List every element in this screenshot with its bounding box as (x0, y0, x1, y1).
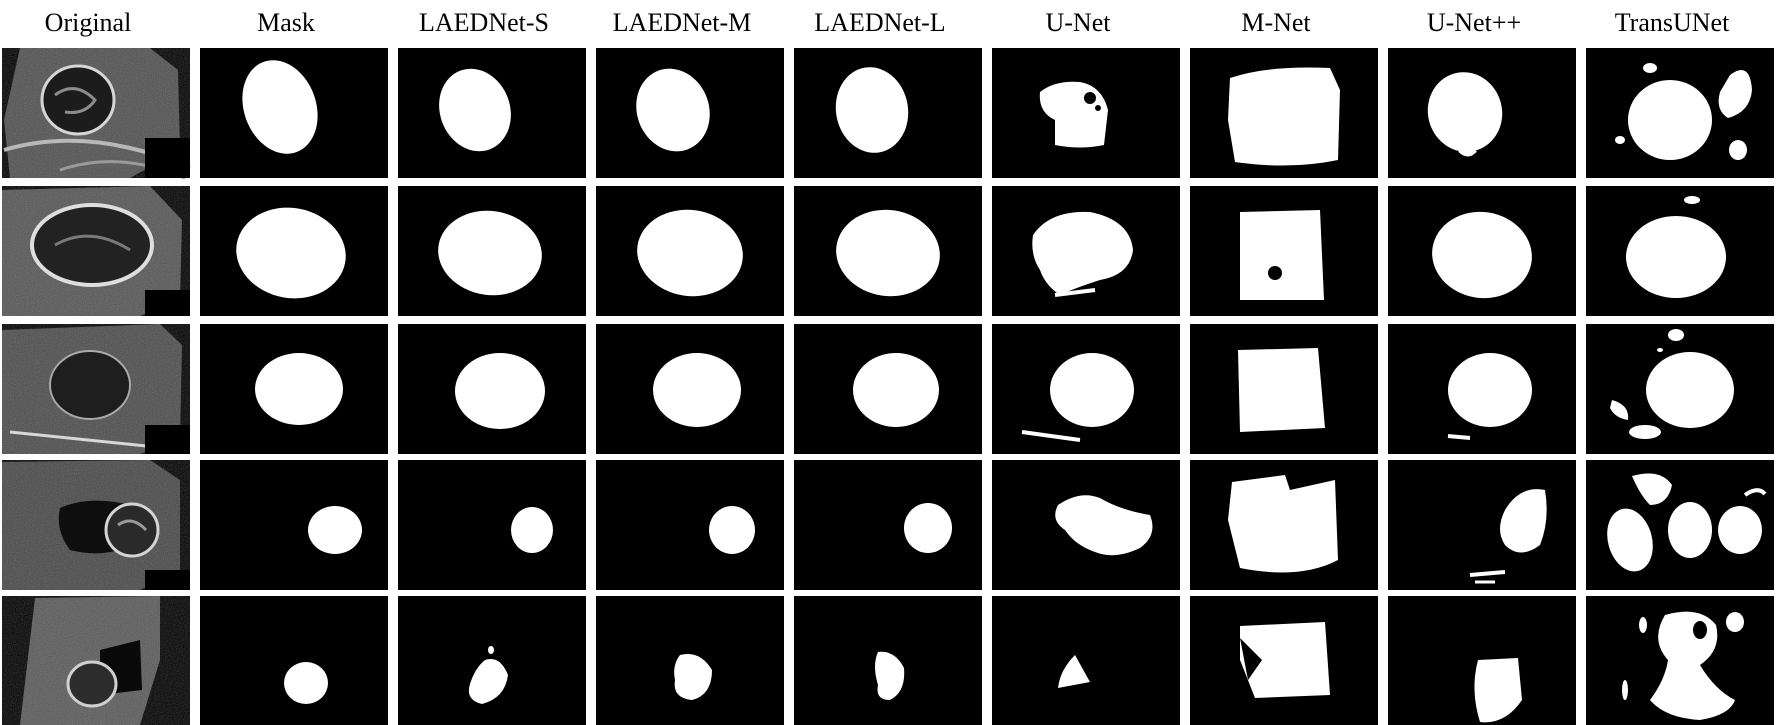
laednet-l-row-3 (794, 324, 982, 454)
column-header-row: Original Mask LAEDNet-S LAEDNet-M LAEDNe… (0, 0, 1779, 48)
column-header-laednet-l: LAEDNet-L (814, 8, 946, 37)
m-net-row-3 (1190, 324, 1378, 454)
ultrasound-original-row-2 (2, 186, 190, 316)
u-net-pp-row-4 (1388, 460, 1576, 590)
ultrasound-original-row-3 (2, 324, 190, 454)
laednet-s-row-3 (398, 324, 586, 454)
m-net-row-1 (1190, 48, 1378, 178)
transunet-row-5 (1586, 596, 1774, 725)
u-net-row-5 (992, 596, 1180, 725)
laednet-l-row-1 (794, 48, 982, 178)
ultrasound-original-row-5 (2, 596, 190, 725)
row-1 (2, 48, 1774, 180)
column-header-u-net: U-Net (1045, 8, 1111, 37)
laednet-m-row-4 (596, 460, 784, 590)
mask-row-1 (200, 48, 388, 178)
column-header-m-net: M-Net (1241, 8, 1311, 37)
laednet-s-row-1 (398, 48, 586, 178)
laednet-l-row-4 (794, 460, 982, 590)
ultrasound-original-row-4 (2, 460, 190, 590)
column-header-laednet-s: LAEDNet-S (419, 8, 549, 37)
column-header-transunet: TransUNet (1614, 8, 1730, 37)
u-net-pp-row-1 (1388, 48, 1576, 178)
column-header-u-net-pp: U-Net++ (1426, 8, 1522, 37)
laednet-s-row-5 (398, 596, 586, 725)
u-net-row-3 (992, 324, 1180, 454)
laednet-m-row-5 (596, 596, 784, 725)
column-header-original: Original (44, 8, 132, 37)
u-net-pp-row-2 (1388, 186, 1576, 316)
laednet-m-row-1 (596, 48, 784, 178)
u-net-row-4 (992, 460, 1180, 590)
laednet-m-row-2 (596, 186, 784, 316)
laednet-l-row-2 (794, 186, 982, 316)
mask-row-3 (200, 324, 388, 454)
mask-row-4 (200, 460, 388, 590)
row-5 (2, 596, 1774, 725)
row-2 (2, 186, 1774, 316)
u-net-row-2 (992, 186, 1180, 316)
laednet-s-row-2 (398, 186, 586, 316)
laednet-l-row-5 (794, 596, 982, 725)
row-3 (2, 324, 1774, 454)
m-net-row-4 (1190, 460, 1378, 590)
u-net-row-1 (992, 48, 1180, 178)
u-net-pp-row-5 (1388, 596, 1576, 725)
laednet-m-row-3 (596, 324, 784, 454)
mask-row-5 (200, 596, 388, 725)
transunet-row-1 (1586, 48, 1774, 178)
row-4 (2, 460, 1774, 590)
transunet-row-4 (1586, 460, 1774, 590)
laednet-s-row-4 (398, 460, 586, 590)
column-header-mask: Mask (257, 8, 315, 37)
column-header-laednet-m: LAEDNet-M (612, 8, 752, 37)
u-net-pp-row-3 (1388, 324, 1576, 454)
ultrasound-original-row-1 (2, 48, 191, 180)
transunet-row-3 (1586, 324, 1774, 454)
mask-row-2 (200, 186, 388, 316)
m-net-row-5 (1190, 596, 1378, 725)
m-net-row-2 (1190, 186, 1378, 316)
transunet-row-2 (1586, 186, 1774, 316)
